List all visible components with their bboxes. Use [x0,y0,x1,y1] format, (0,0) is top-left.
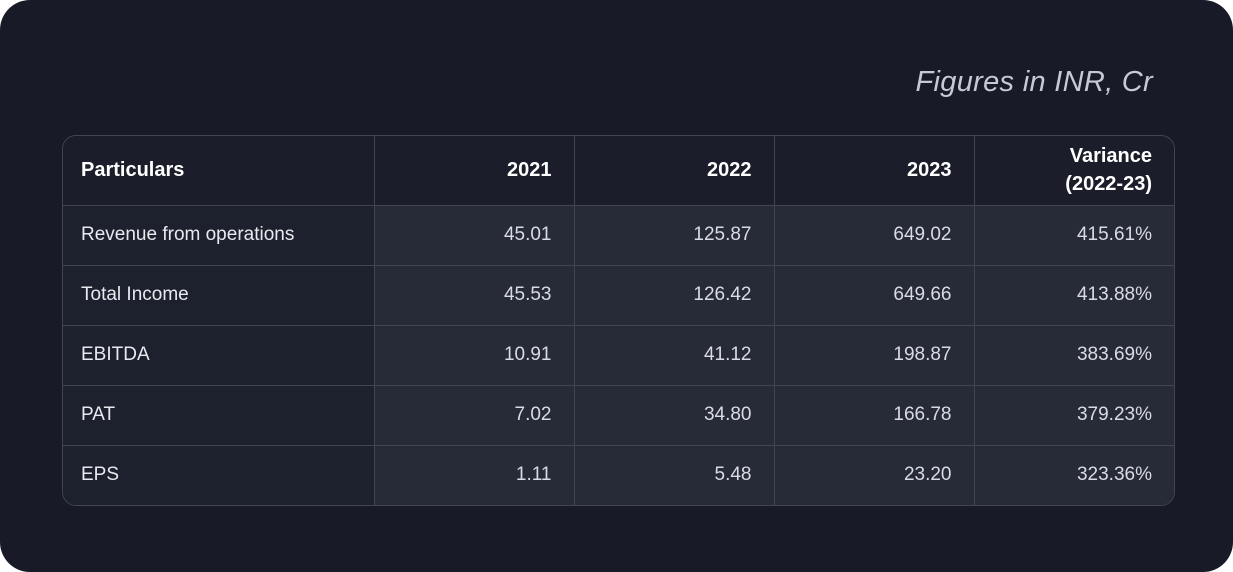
cell-revenue-2022: 125.87 [574,205,775,266]
table-row-pat: PAT 7.02 34.80 166.78 379.23% [63,385,1174,446]
column-header-particulars: Particulars [63,136,375,206]
row-label-pat: PAT [63,385,375,446]
cell-ebitda-2022: 41.12 [574,325,775,386]
header-row: Particulars 2021 2022 2023 Variance (202… [63,136,1174,206]
table-row-total-income: Total Income 45.53 126.42 649.66 413.88% [63,265,1174,326]
cell-ebitda-2023: 198.87 [774,325,975,386]
cell-ebitda-variance: 383.69% [974,325,1174,386]
cell-pat-2023: 166.78 [774,385,975,446]
row-label-total-income: Total Income [63,265,375,326]
cell-total-income-2023: 649.66 [774,265,975,326]
column-header-2021: 2021 [374,136,575,206]
row-label-revenue: Revenue from operations [63,205,375,266]
cell-pat-2022: 34.80 [574,385,775,446]
cell-ebitda-2021: 10.91 [374,325,575,386]
cell-eps-variance: 323.36% [974,445,1174,505]
cell-eps-2021: 1.11 [374,445,575,505]
table-row-ebitda: EBITDA 10.91 41.12 198.87 383.69% [63,325,1174,386]
cell-total-income-2021: 45.53 [374,265,575,326]
financials-table-grid: Particulars 2021 2022 2023 Variance (202… [63,136,1174,505]
cell-pat-variance: 379.23% [974,385,1174,446]
column-header-2023: 2023 [774,136,975,206]
cell-total-income-variance: 413.88% [974,265,1174,326]
cell-eps-2022: 5.48 [574,445,775,505]
financials-table: Particulars 2021 2022 2023 Variance (202… [62,135,1175,506]
row-label-ebitda: EBITDA [63,325,375,386]
row-label-eps: EPS [63,445,375,505]
cell-total-income-2022: 126.42 [574,265,775,326]
cell-revenue-variance: 415.61% [974,205,1174,266]
table-row-revenue: Revenue from operations 45.01 125.87 649… [63,205,1174,266]
column-header-variance: Variance (2022-23) [974,136,1174,206]
table-row-eps: EPS 1.11 5.48 23.20 323.36% [63,445,1174,505]
cell-revenue-2021: 45.01 [374,205,575,266]
cell-eps-2023: 23.20 [774,445,975,505]
column-header-2022: 2022 [574,136,775,206]
cell-pat-2021: 7.02 [374,385,575,446]
figures-caption: Figures in INR, Cr [915,66,1153,98]
cell-revenue-2023: 649.02 [774,205,975,266]
